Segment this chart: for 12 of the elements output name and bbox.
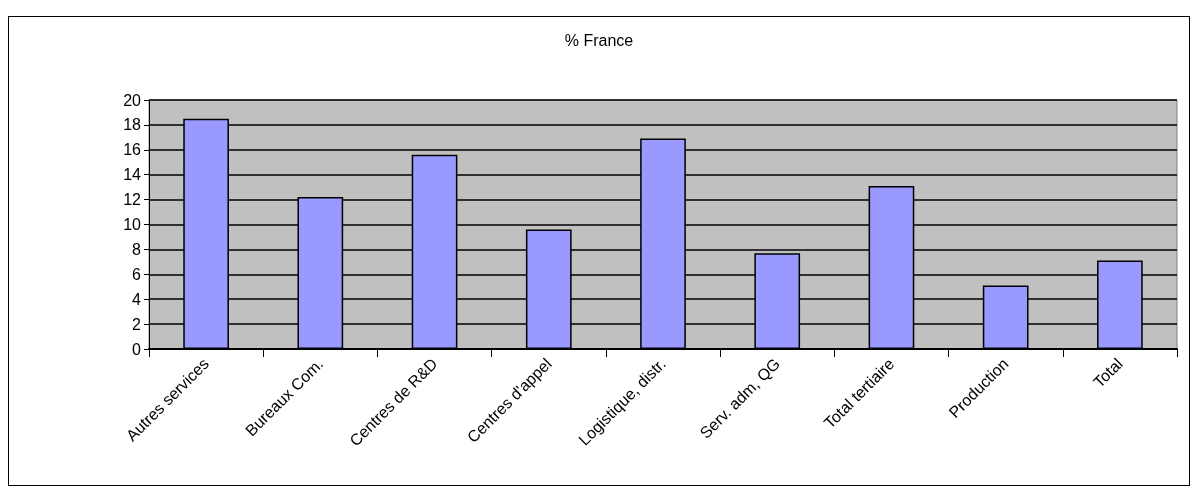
y-tick-label: 0 — [132, 340, 142, 358]
y-tick-label: 4 — [132, 290, 142, 308]
chart-title: % France — [564, 31, 634, 49]
y-tick-label: 14 — [123, 166, 142, 184]
y-tick-label: 8 — [132, 240, 142, 258]
y-tick-label: 18 — [123, 116, 142, 134]
y-tick-label: 2 — [132, 315, 142, 333]
y-tick-label: 20 — [123, 91, 142, 109]
y-tick-label: 6 — [132, 265, 142, 283]
y-tick-label: 12 — [123, 191, 142, 209]
y-tick-label: 10 — [123, 216, 142, 233]
y-tick-label: 16 — [123, 141, 142, 159]
